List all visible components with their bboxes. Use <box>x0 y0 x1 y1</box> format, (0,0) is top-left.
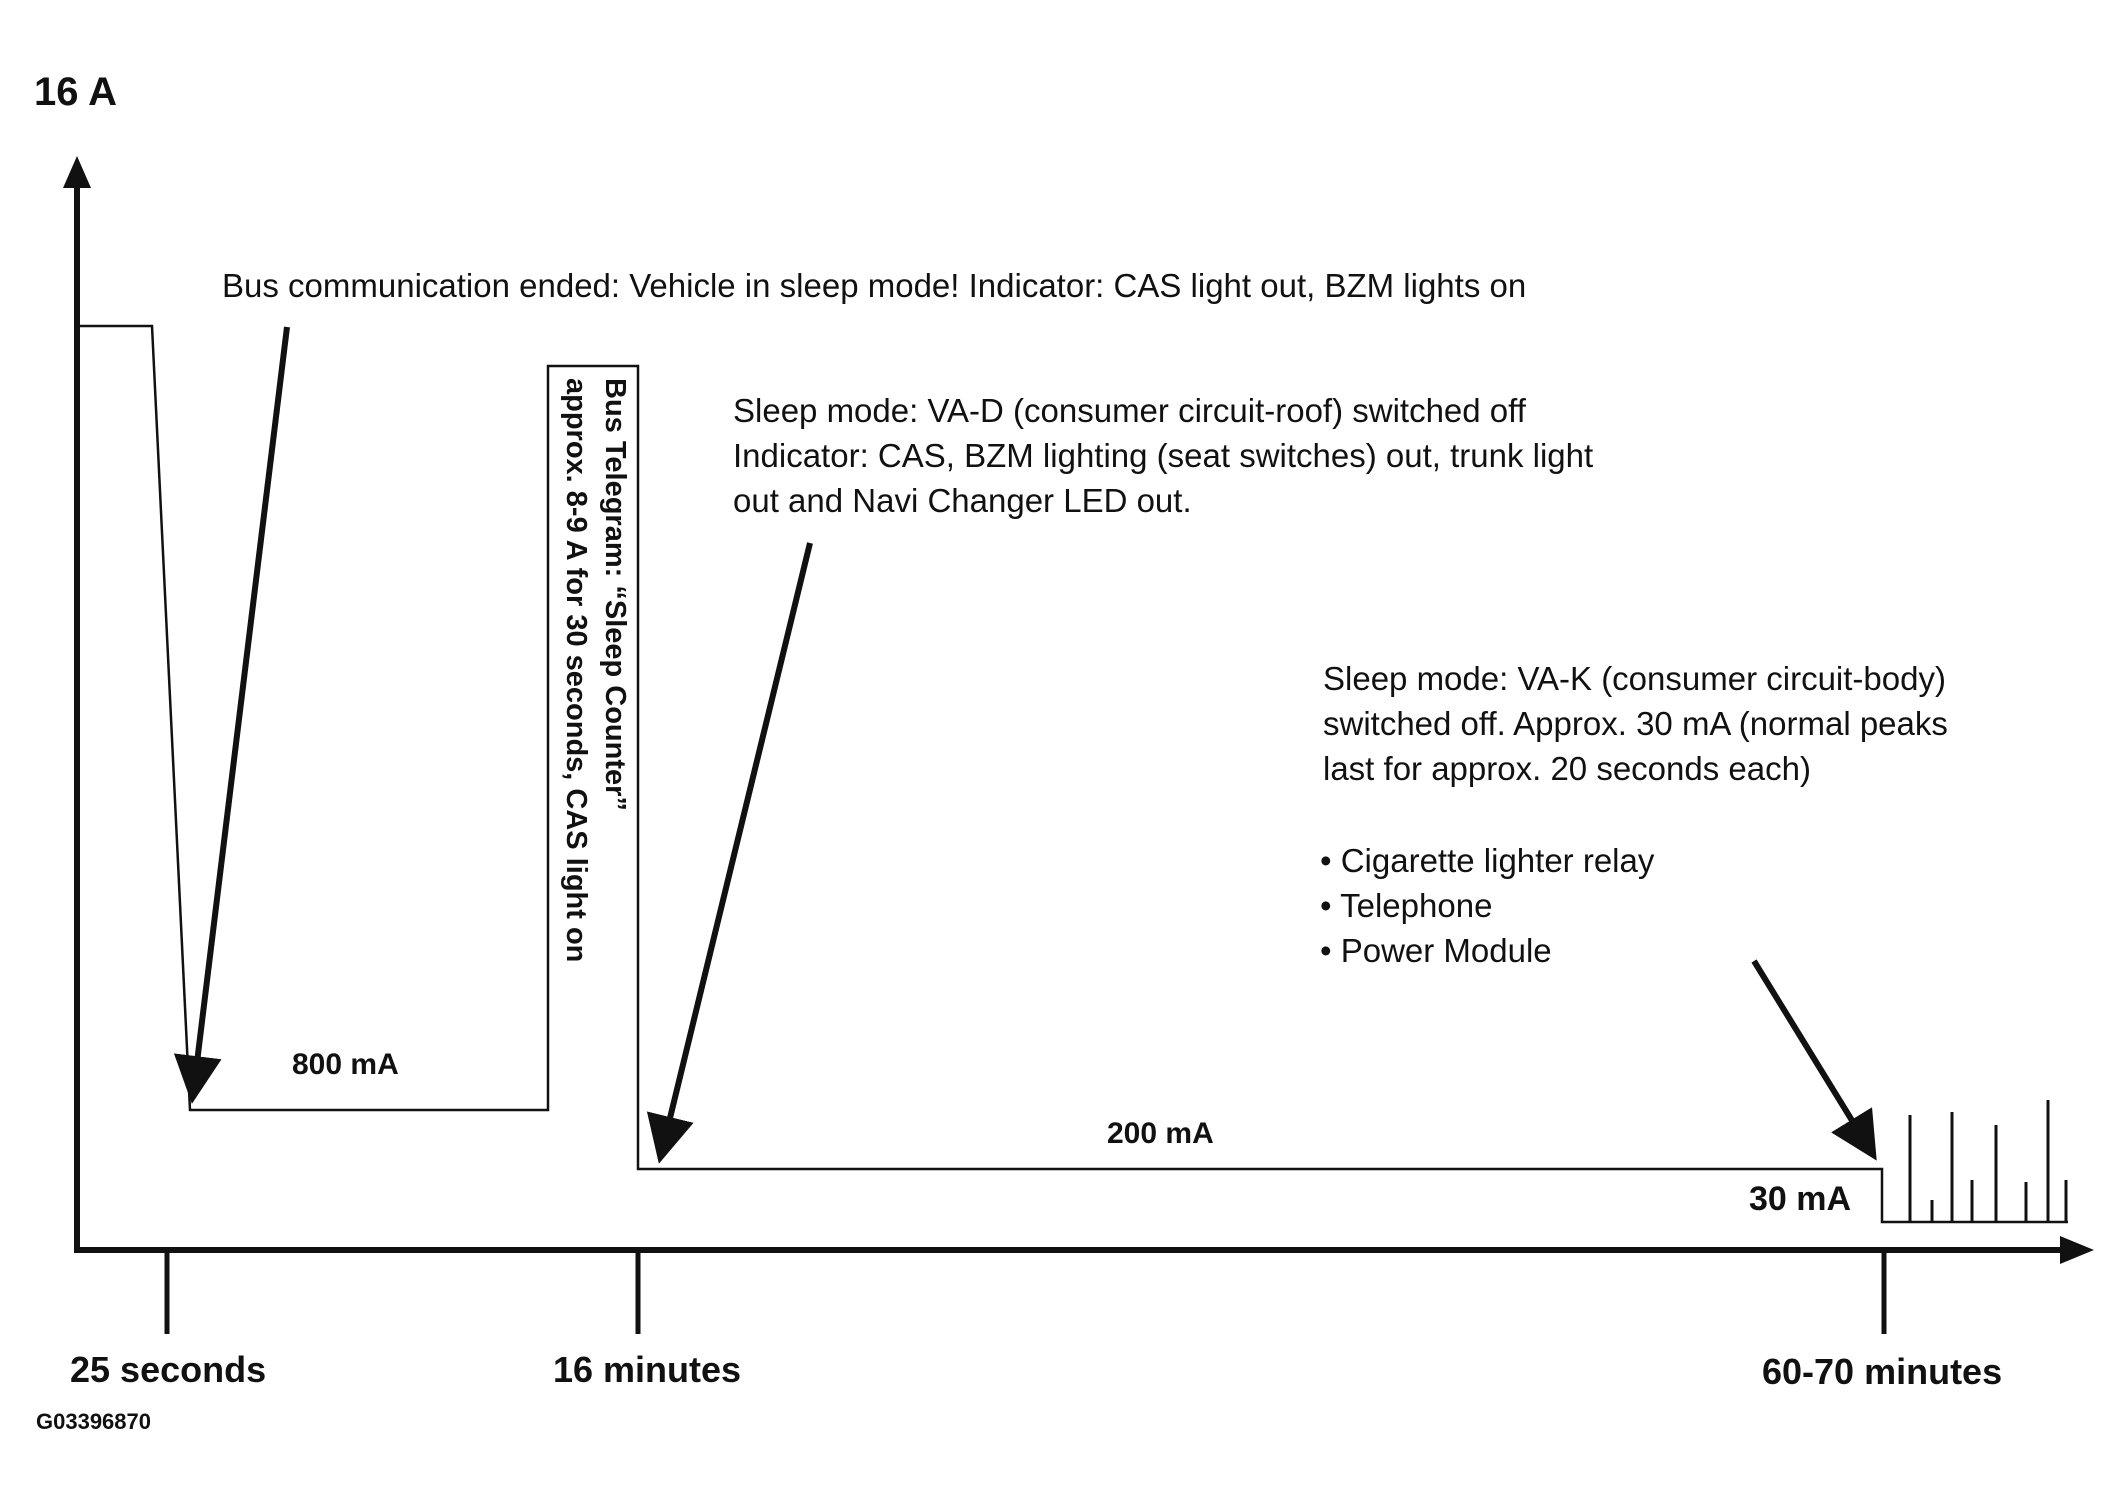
x-label-25-seconds: 25 seconds <box>70 1349 266 1390</box>
pointer-arrow-sleep-mode <box>173 326 290 1104</box>
pointer-arrow-vad <box>646 542 813 1164</box>
annotation-vad: Sleep mode: VA-D (consumer circuit-roof)… <box>733 392 1593 519</box>
annotation-vak: Sleep mode: VA-K (consumer circuit-body)… <box>1323 660 1948 787</box>
x-label-60-70-minutes: 60-70 minutes <box>1762 1351 2002 1392</box>
annotation-vad-line-1: Sleep mode: VA-D (consumer circuit-roof)… <box>733 392 1527 429</box>
bus-telegram-line-1: Bus Telegram: “Sleep Counter” <box>599 378 631 811</box>
current-peaks <box>1908 1100 2068 1222</box>
level-label-30ma: 30 mA <box>1749 1180 1851 1218</box>
y-axis-max-label: 16 A <box>34 70 117 114</box>
level-label-200ma: 200 mA <box>1107 1117 1214 1150</box>
annotation-vak-line-3: last for approx. 20 seconds each) <box>1323 750 1811 787</box>
level-label-800ma: 800 mA <box>292 1048 399 1081</box>
component-list: • Cigarette lighter relay • Telephone • … <box>1320 842 1655 969</box>
component-list-item: • Telephone <box>1320 887 1492 924</box>
y-axis-arrowhead <box>63 156 91 188</box>
bus-telegram-line-2: approx. 8-9 A for 30 seconds, CAS light … <box>560 378 592 962</box>
annotation-vad-line-3: out and Navi Changer LED out. <box>733 482 1192 519</box>
component-list-item: • Power Module <box>1320 932 1552 969</box>
annotation-bus-ended: Bus communication ended: Vehicle in slee… <box>222 267 1526 304</box>
image-code: G03396870 <box>36 1409 151 1434</box>
annotation-vad-line-2: Indicator: CAS, BZM lighting (seat switc… <box>733 437 1593 474</box>
x-label-16-minutes: 16 minutes <box>553 1349 741 1390</box>
pointer-arrow-vak <box>1751 959 1877 1161</box>
current-trace <box>77 324 2068 1224</box>
bus-telegram-label: Bus Telegram: “Sleep Counter” approx. 8-… <box>560 378 631 962</box>
component-list-item: • Cigarette lighter relay <box>1320 842 1655 879</box>
x-axis-arrowhead <box>2060 1236 2094 1264</box>
annotation-vak-line-2: switched off. Approx. 30 mA (normal peak… <box>1323 705 1948 742</box>
annotation-vak-line-1: Sleep mode: VA-K (consumer circuit-body) <box>1323 660 1946 697</box>
